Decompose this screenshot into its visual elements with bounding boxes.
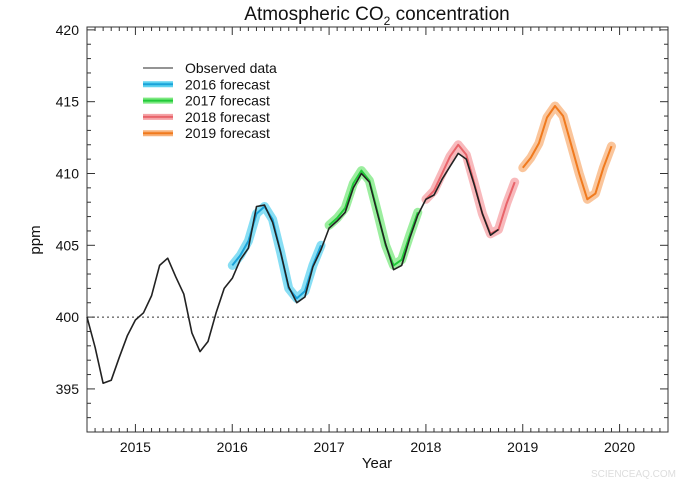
legend-label-2018-forecast: 2018 forecast: [185, 109, 270, 125]
2018-forecast-line: [425, 143, 516, 235]
x-axis-label: Year: [362, 455, 392, 472]
x-tick-label: 2019: [507, 439, 538, 455]
2019-forecast-line: [522, 105, 613, 201]
y-tick-label: 420: [56, 22, 80, 38]
y-tick-label: 410: [56, 165, 80, 181]
series-group: [86, 101, 616, 385]
legend-label-2016-forecast: 2016 forecast: [185, 76, 270, 92]
y-tick-label: 405: [56, 237, 80, 253]
x-tick-labels: 2015 2016 2017 2018 2019 2020: [120, 439, 636, 455]
y-tick-label: 400: [56, 309, 80, 325]
x-tick-label: 2016: [217, 439, 248, 455]
x-tick-label: 2017: [314, 439, 345, 455]
x-tick-label: 2020: [604, 439, 635, 455]
title-subscript: 2: [384, 14, 391, 28]
y-tick-label: 395: [56, 381, 80, 397]
watermark: SCIENCEAQ.COM: [591, 469, 676, 480]
y-tick-label: 415: [56, 94, 80, 110]
x-tick-label: 2015: [120, 439, 151, 455]
legend-label-observed-data: Observed data: [185, 60, 277, 76]
legend-label-2017-forecast: 2017 forecast: [185, 93, 270, 109]
observed-data-line: [86, 152, 499, 385]
x-tick-label: 2018: [410, 439, 441, 455]
chart-title: Atmospheric CO2 concentration: [244, 4, 509, 28]
y-axis-label: ppm: [27, 225, 44, 254]
y-tick-labels: 395 400 405 410 415 420: [56, 22, 80, 397]
legend-label-2019-forecast: 2019 forecast: [185, 125, 270, 141]
axis-ticks: [87, 27, 668, 433]
